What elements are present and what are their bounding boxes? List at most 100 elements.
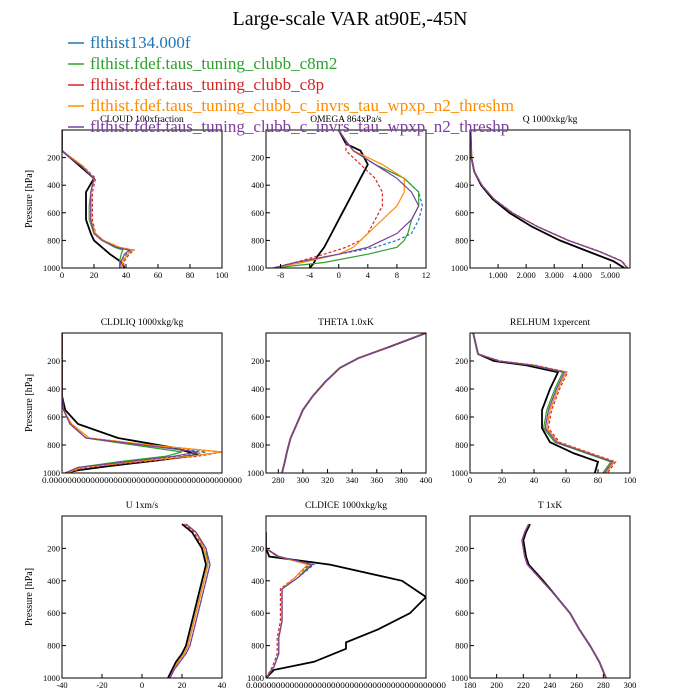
x-tick-label: 60 bbox=[154, 270, 163, 280]
series-line-5 bbox=[266, 532, 314, 678]
series-line-0 bbox=[266, 532, 426, 678]
y-tick-label: 800 bbox=[455, 641, 468, 651]
y-tick-label: 200 bbox=[455, 153, 468, 163]
series-group bbox=[521, 523, 607, 678]
plot-frame bbox=[61, 332, 223, 474]
series-line-5 bbox=[281, 333, 426, 473]
plot-frame bbox=[469, 515, 631, 679]
y-tick-label: 400 bbox=[455, 576, 468, 586]
y-tick-label: 800 bbox=[251, 235, 264, 245]
x-tick-label: 240 bbox=[544, 680, 557, 690]
y-axis-label: Pressure [hPa] bbox=[24, 568, 35, 626]
series-line-3 bbox=[266, 532, 311, 678]
y-tick-label: 1000 bbox=[451, 468, 468, 478]
series-line-5 bbox=[472, 333, 614, 473]
y-tick-label: 600 bbox=[251, 208, 264, 218]
y-tick-label: 400 bbox=[455, 384, 468, 394]
x-tick-label: 4 bbox=[366, 270, 371, 280]
y-tick-label: 600 bbox=[455, 412, 468, 422]
series-line-3 bbox=[281, 333, 426, 473]
series-line-5 bbox=[470, 130, 628, 268]
x-tick-label: -40 bbox=[56, 680, 67, 690]
y-tick-label: 600 bbox=[251, 608, 264, 618]
y-tick-label: 600 bbox=[47, 608, 60, 618]
y-tick-label: 400 bbox=[47, 384, 60, 394]
y-tick-label: 600 bbox=[47, 208, 60, 218]
series-line-5 bbox=[169, 523, 211, 678]
series-line-2 bbox=[62, 333, 183, 473]
series-line-1 bbox=[472, 333, 615, 473]
x-tick-label: 320 bbox=[321, 475, 334, 485]
x-tick-label: 80 bbox=[186, 270, 195, 280]
x-tick-label: 0 bbox=[337, 270, 341, 280]
x-tick-label: 360 bbox=[370, 475, 383, 485]
y-tick-label: 1000 bbox=[451, 263, 468, 273]
legend-label: flthist134.000f bbox=[90, 33, 191, 52]
y-tick-label: 200 bbox=[455, 543, 468, 553]
series-group bbox=[472, 333, 617, 473]
y-tick-label: 200 bbox=[47, 356, 60, 366]
x-tick-label: 300 bbox=[624, 680, 637, 690]
y-tick-label: 800 bbox=[47, 235, 60, 245]
y-axis-label: Pressure [hPa] bbox=[24, 374, 35, 432]
x-tick-label: 20 bbox=[498, 475, 507, 485]
plot-frame bbox=[265, 332, 427, 474]
y-tick-label: 800 bbox=[455, 440, 468, 450]
x-tick-label: 5.000 bbox=[601, 270, 620, 280]
x-tick-label: 180 bbox=[464, 680, 477, 690]
series-line-3 bbox=[521, 523, 607, 678]
series-line-0 bbox=[62, 333, 199, 473]
series-group bbox=[266, 532, 426, 678]
plot-frame bbox=[469, 332, 631, 474]
series-line-0 bbox=[522, 523, 607, 678]
x-tick-label: 220 bbox=[517, 680, 530, 690]
y-tick-label: 1000 bbox=[43, 468, 60, 478]
y-tick-label: 400 bbox=[47, 180, 60, 190]
y-tick-label: 800 bbox=[251, 440, 264, 450]
series-line-4 bbox=[521, 523, 607, 678]
panel-title: RELHUM 1xpercent bbox=[510, 318, 590, 328]
y-tick-label: 600 bbox=[455, 208, 468, 218]
panel-7: CLDICE 1000xkg/kg 200 400 600 800 10000.00000… bbox=[246, 501, 446, 690]
y-tick-label: 200 bbox=[47, 543, 60, 553]
y-axis-label: Pressure [hPa] bbox=[24, 170, 35, 228]
panel-2: Q 1000xkg/kg 200 400 600 800 1000 1.000 2.000 3.… bbox=[451, 115, 631, 280]
x-tick-label: 12 bbox=[422, 270, 431, 280]
series-line-4 bbox=[169, 523, 209, 678]
y-tick-label: 600 bbox=[47, 412, 60, 422]
series-line-2 bbox=[521, 523, 607, 678]
panel-4: THETA 1.0xK 200 400 600 800 1000 280 300 320 340 3… bbox=[247, 318, 432, 485]
x-tick-label: 4.000 bbox=[573, 270, 592, 280]
x-tick-label: 280 bbox=[597, 680, 610, 690]
series-line-5 bbox=[62, 333, 199, 473]
x-tick-label: 3.000 bbox=[545, 270, 564, 280]
x-tick-label: 0 bbox=[60, 270, 64, 280]
x-tick-label: 80 bbox=[594, 475, 603, 485]
y-tick-label: 600 bbox=[455, 608, 468, 618]
figure-title: Large-scale VAR at90E,-45N bbox=[233, 8, 468, 30]
y-tick-label: 800 bbox=[47, 440, 60, 450]
y-tick-label: 800 bbox=[47, 641, 60, 651]
series-group bbox=[273, 130, 424, 268]
x-tick-label: 200 bbox=[490, 680, 503, 690]
series-line-5 bbox=[62, 130, 131, 268]
x-tick-label: 300 bbox=[297, 475, 310, 485]
series-group bbox=[470, 130, 629, 268]
y-tick-label: 400 bbox=[251, 180, 264, 190]
series-line-3 bbox=[62, 130, 136, 268]
y-tick-label: 800 bbox=[455, 235, 468, 245]
series-line-0 bbox=[308, 130, 369, 268]
x-tick-label: 2.000 bbox=[517, 270, 536, 280]
series-line-5 bbox=[273, 130, 420, 268]
y-tick-label: 1000 bbox=[247, 673, 264, 683]
x-tick-label: 400 bbox=[420, 475, 433, 485]
series-line-4 bbox=[266, 532, 309, 678]
x-tick-label: 40 bbox=[218, 680, 227, 690]
series-line-3 bbox=[273, 130, 383, 268]
series-line-1 bbox=[62, 333, 207, 473]
